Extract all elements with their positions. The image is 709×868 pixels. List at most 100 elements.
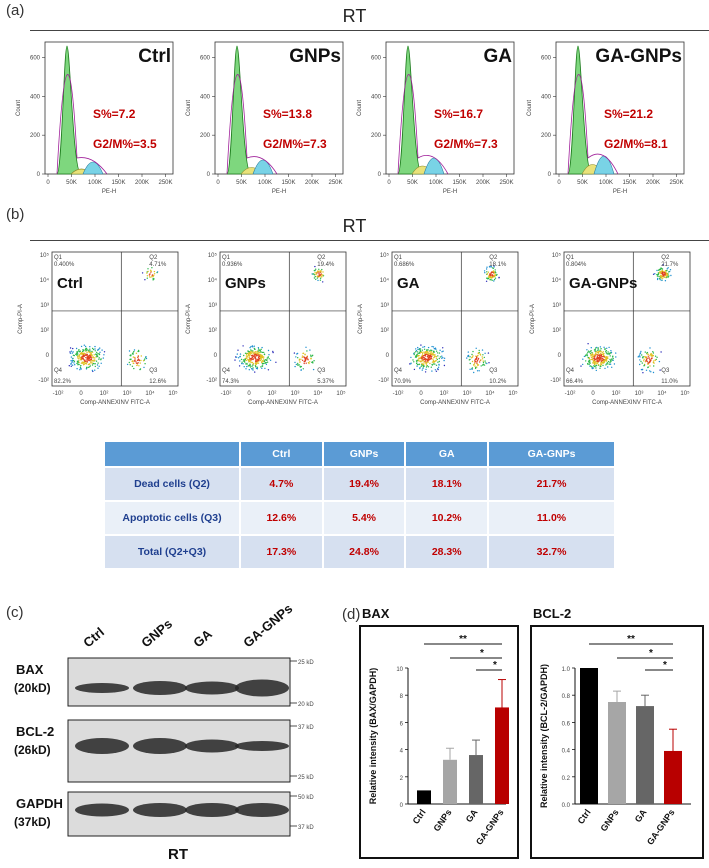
event-dot bbox=[250, 362, 251, 363]
event-dot bbox=[81, 363, 82, 364]
event-dot bbox=[320, 271, 321, 272]
table-cell: 21.7% bbox=[488, 467, 615, 501]
event-dot bbox=[639, 359, 640, 360]
event-dot bbox=[655, 356, 656, 357]
x-axis-label: PE-H bbox=[272, 189, 286, 195]
event-dot bbox=[598, 360, 599, 361]
q1-label: Q1 bbox=[394, 255, 403, 261]
event-dot bbox=[236, 357, 237, 358]
event-dot bbox=[315, 279, 316, 280]
event-dot bbox=[303, 368, 304, 369]
event-dot bbox=[482, 349, 483, 350]
event-dot bbox=[263, 358, 264, 359]
event-dot bbox=[423, 362, 424, 363]
flow-plot-ga-gnps: Q10.804%Q221.7%Q311.0%Q466.4%-10² 0 10² 10³… bbox=[524, 246, 694, 426]
event-dot bbox=[95, 366, 96, 367]
event-dot bbox=[480, 359, 481, 360]
q4-percent: 74.3% bbox=[222, 379, 240, 385]
s-phase-stat: S%=7.2 bbox=[93, 107, 136, 121]
event-dot bbox=[418, 357, 419, 358]
protein-band bbox=[185, 682, 239, 695]
event-dot bbox=[76, 352, 77, 353]
panel-c-condition: RT bbox=[168, 846, 188, 863]
event-dot bbox=[650, 371, 651, 372]
event-dot bbox=[147, 275, 148, 276]
event-dot bbox=[134, 349, 135, 350]
event-dot bbox=[298, 364, 299, 365]
event-dot bbox=[73, 362, 74, 363]
event-dot bbox=[597, 358, 598, 359]
x-tick-label: 10⁵ bbox=[336, 390, 346, 397]
event-dot bbox=[656, 359, 657, 360]
event-dot bbox=[78, 350, 79, 351]
event-dot bbox=[482, 358, 483, 359]
event-dot bbox=[425, 361, 426, 362]
event-dot bbox=[600, 346, 601, 347]
event-dot bbox=[589, 358, 590, 359]
event-dot bbox=[261, 347, 262, 348]
event-dot bbox=[610, 355, 611, 356]
y-tick-label: 600 bbox=[371, 56, 382, 62]
event-dot bbox=[317, 280, 318, 281]
event-dot bbox=[86, 368, 87, 369]
event-dot bbox=[319, 275, 320, 276]
event-dot bbox=[79, 369, 80, 370]
table-cell: 19.4% bbox=[323, 467, 406, 501]
event-dot bbox=[643, 360, 644, 361]
event-dot bbox=[650, 360, 651, 361]
event-dot bbox=[80, 365, 81, 366]
event-dot bbox=[605, 358, 606, 359]
table-row-label: Dead cells (Q2) bbox=[104, 467, 240, 501]
event-dot bbox=[467, 355, 468, 356]
chart-title: BCL-2 bbox=[533, 606, 571, 621]
table-header-cell: Ctrl bbox=[240, 441, 323, 467]
event-dot bbox=[437, 369, 438, 370]
event-dot bbox=[258, 348, 259, 349]
event-dot bbox=[322, 275, 323, 276]
event-dot bbox=[76, 368, 77, 369]
event-dot bbox=[431, 346, 432, 347]
q3-label: Q3 bbox=[661, 368, 670, 374]
event-dot bbox=[72, 348, 73, 349]
event-dot bbox=[658, 272, 659, 273]
event-dot bbox=[259, 354, 260, 355]
event-dot bbox=[441, 351, 442, 352]
x-tick-label: 0 bbox=[247, 391, 251, 397]
blot-size-label: (37kD) bbox=[14, 815, 51, 829]
bar bbox=[664, 751, 682, 804]
event-dot bbox=[424, 346, 425, 347]
protein-band bbox=[133, 681, 187, 695]
plot-frame bbox=[392, 252, 518, 386]
q1-percent: 0.686% bbox=[394, 262, 415, 268]
y-tick-label: 10³ bbox=[40, 303, 49, 309]
event-dot bbox=[89, 350, 90, 351]
event-dot bbox=[251, 358, 252, 359]
event-dot bbox=[662, 275, 663, 276]
event-dot bbox=[419, 349, 420, 350]
x-tick-label: 10⁴ bbox=[657, 390, 667, 397]
y-tick-label: 2 bbox=[400, 776, 404, 782]
event-dot bbox=[318, 273, 319, 274]
q1-label: Q1 bbox=[566, 255, 575, 261]
event-dot bbox=[418, 360, 419, 361]
event-dot bbox=[492, 277, 493, 278]
flow-plot-ctrl: Q10.400%Q24.71%Q312.6%Q482.2%-10² 0 10² 10³… bbox=[12, 246, 182, 426]
blot-size-label: (20kD) bbox=[14, 681, 51, 695]
event-dot bbox=[99, 366, 100, 367]
x-tick-label: 0 bbox=[46, 180, 50, 186]
event-dot bbox=[72, 352, 73, 353]
y-axis-label: Relative intensity (BCL-2/GAPDH) bbox=[539, 664, 549, 808]
chart-title: BAX bbox=[362, 606, 390, 621]
event-dot bbox=[89, 346, 90, 347]
event-dot bbox=[486, 278, 487, 279]
y-axis-label: Relative intensity (BAX/GAPDH) bbox=[368, 668, 378, 805]
event-dot bbox=[252, 362, 253, 363]
event-dot bbox=[297, 363, 298, 364]
event-dot bbox=[86, 352, 87, 353]
event-dot bbox=[241, 363, 242, 364]
event-dot bbox=[132, 366, 133, 367]
event-dot bbox=[474, 363, 475, 364]
x-tick-label: 10² bbox=[612, 391, 621, 397]
event-dot bbox=[144, 279, 145, 280]
marker-label: 20 kD bbox=[298, 702, 314, 708]
